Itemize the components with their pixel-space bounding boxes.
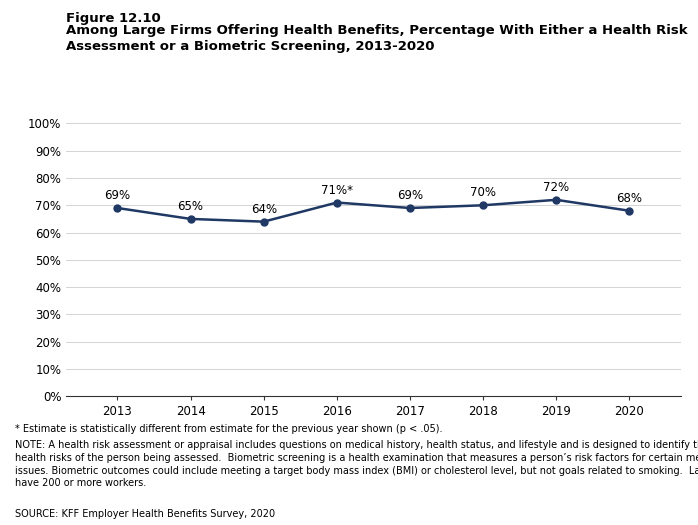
Text: 64%: 64% [251,203,277,216]
Text: 71%*: 71%* [321,184,353,196]
Text: 72%: 72% [543,181,570,194]
Text: 69%: 69% [105,189,131,202]
Text: 69%: 69% [397,189,423,202]
Text: 68%: 68% [616,192,642,205]
Text: 65%: 65% [177,200,204,213]
Text: NOTE: A health risk assessment or appraisal includes questions on medical histor: NOTE: A health risk assessment or apprai… [15,440,698,488]
Text: Among Large Firms Offering Health Benefits, Percentage With Either a Health Risk: Among Large Firms Offering Health Benefi… [66,24,688,53]
Text: 70%: 70% [470,186,496,200]
Text: * Estimate is statistically different from estimate for the previous year shown : * Estimate is statistically different fr… [15,424,443,434]
Text: Figure 12.10: Figure 12.10 [66,12,161,25]
Text: SOURCE: KFF Employer Health Benefits Survey, 2020: SOURCE: KFF Employer Health Benefits Sur… [15,509,276,519]
